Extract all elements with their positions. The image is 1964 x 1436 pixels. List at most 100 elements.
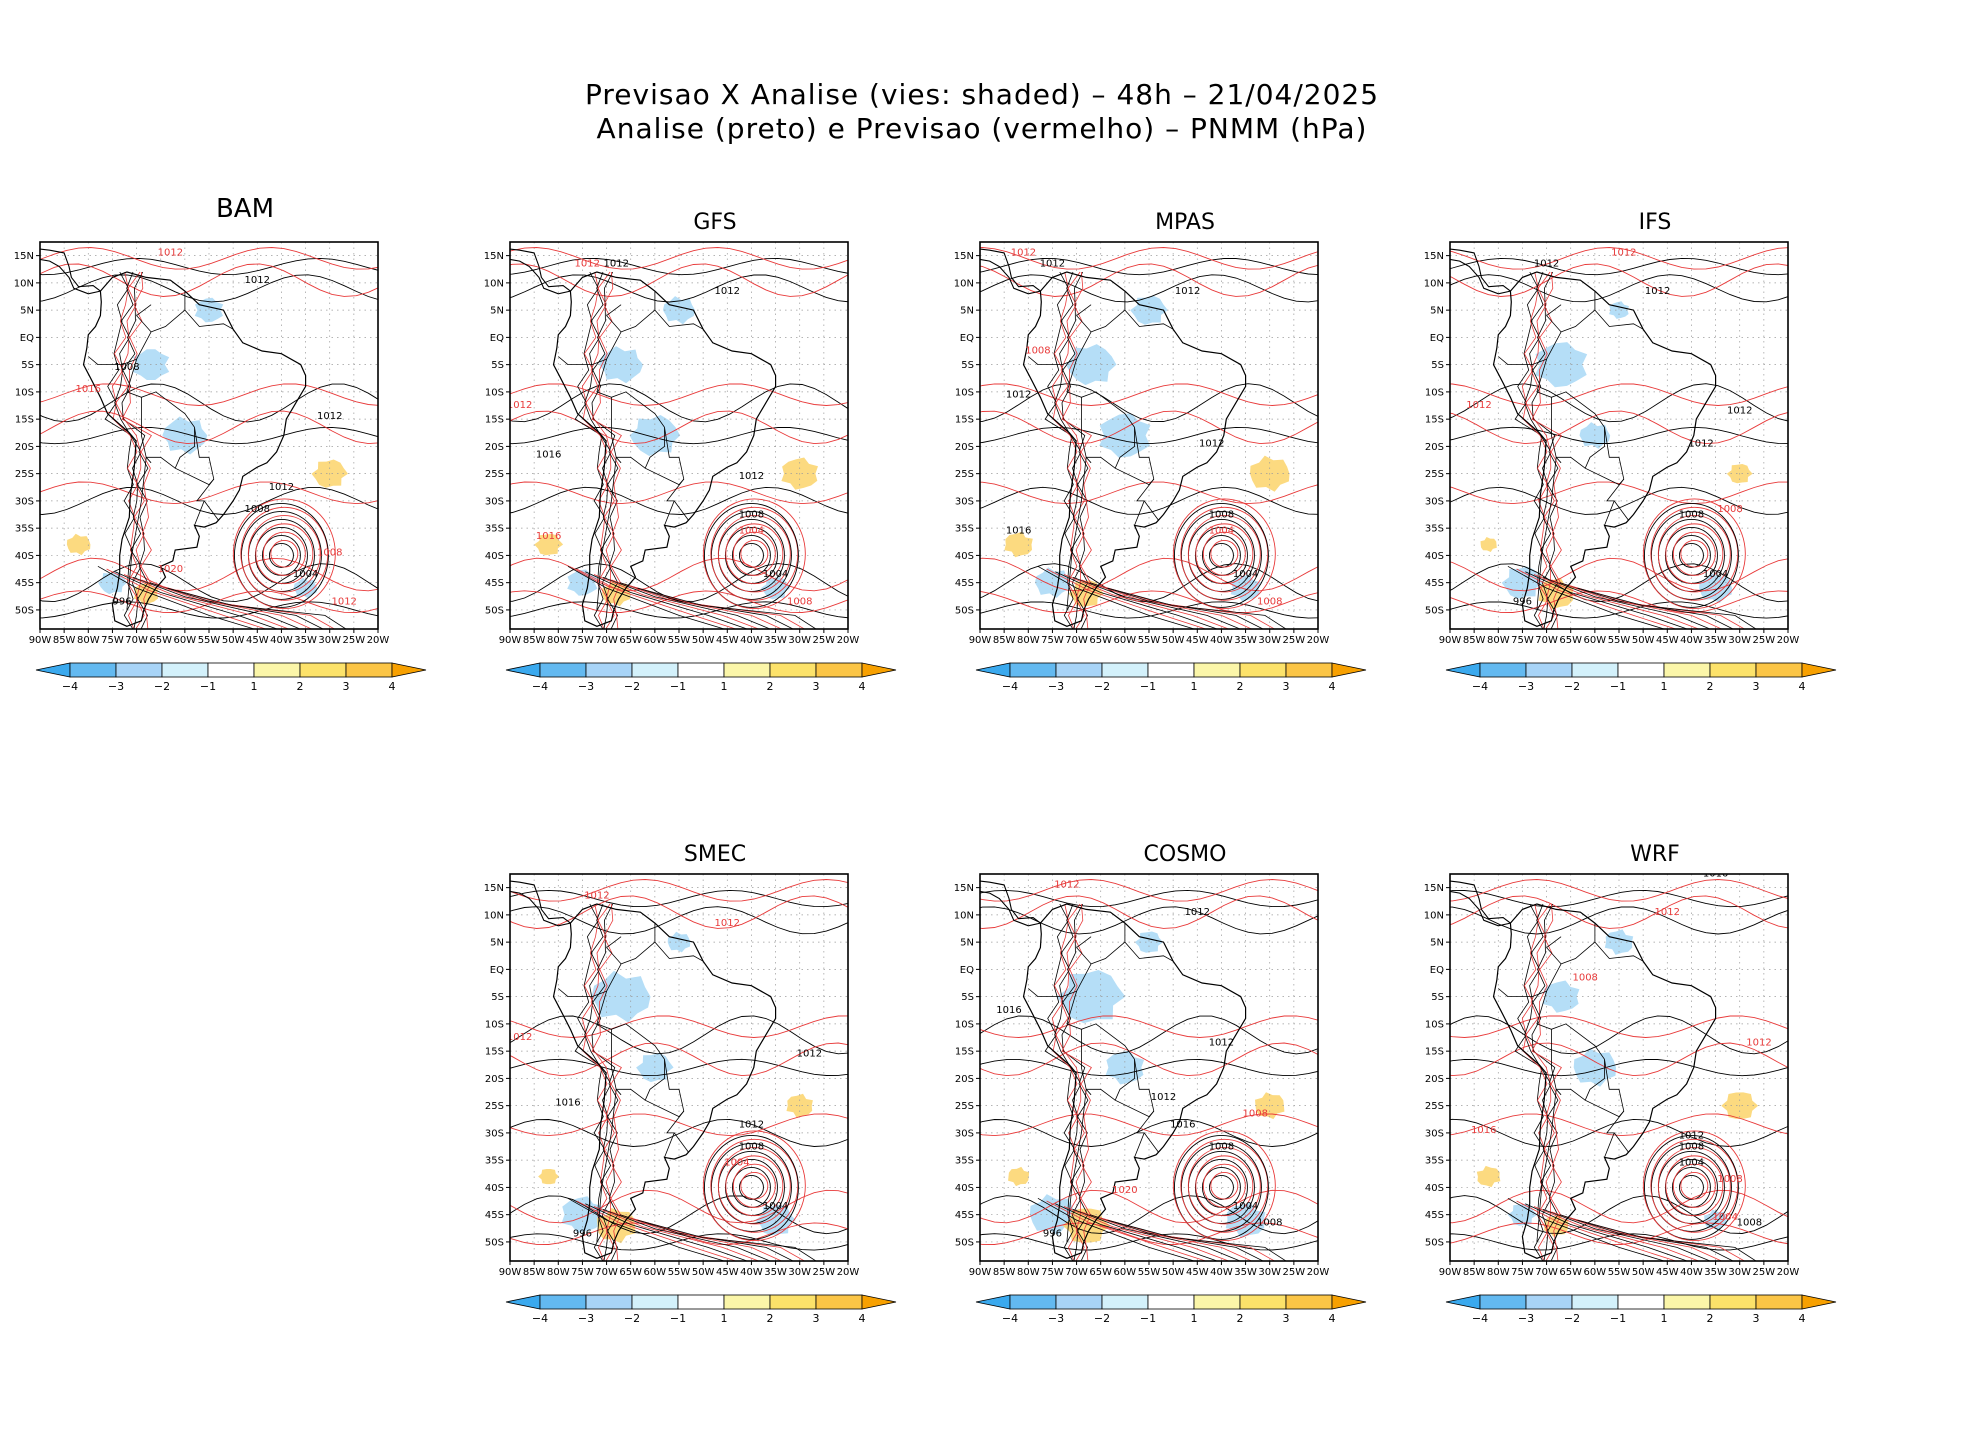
cyclone-isobar-forecast [1187, 515, 1261, 593]
colorbar-label: −1 [670, 680, 686, 693]
contour-label: 1008 [1257, 596, 1282, 607]
contour-label: 1008 [1257, 1218, 1282, 1229]
cyclone-isobar-analysis [1173, 1134, 1269, 1240]
isobar-forecast [1063, 574, 1230, 629]
figure-title: Previsao X Analise (vies: shaded) – 48h … [0, 78, 1964, 146]
lon-tick-label: 50W [692, 1267, 715, 1278]
country-border [1066, 991, 1155, 1118]
colorbar-segment [1101, 1294, 1149, 1310]
lon-tick-label: 50W [1162, 635, 1185, 646]
colorbar-label: 3 [1283, 1312, 1290, 1325]
isobar-analysis [1450, 1195, 1788, 1234]
colorbar-segment [1239, 1294, 1287, 1310]
isobar-forecast [106, 568, 267, 629]
isobar-forecast [510, 590, 848, 613]
cyclone-isobar-forecast [1657, 1147, 1731, 1225]
isobar-analysis [980, 906, 1318, 935]
colorbar-label: 2 [767, 680, 774, 693]
map-content: 1012 1012 1016 1012 1012 1016 1008 1008 1004 1008… [980, 874, 1318, 1261]
isobar-forecast [1450, 410, 1788, 445]
contour-label: 1008 [739, 1141, 764, 1152]
contour-label: 1020 [158, 564, 183, 575]
isobar-analysis [619, 582, 794, 629]
lat-tick-label: 5S [1431, 360, 1444, 371]
colorbar-segment [1239, 662, 1287, 678]
lat-tick-label: 45S [15, 578, 34, 589]
colorbar-label: −2 [1094, 680, 1110, 693]
country-border [1604, 1110, 1625, 1158]
colorbar: −4 −3 −2 −1 1 2 3 4 [505, 1294, 897, 1325]
lat-tick-label: 45S [1425, 1210, 1444, 1221]
cyclone-isobar-forecast [1650, 506, 1739, 601]
lat-tick-label: 5S [491, 360, 504, 371]
colorbar-segment [207, 662, 255, 678]
isobar-forecast [1551, 579, 1723, 629]
lon-tick-label: 85W [993, 1267, 1016, 1278]
isobar-forecast [1450, 1222, 1788, 1245]
lat-tick-label: 5N [1430, 938, 1444, 949]
lat-tick-label: 45S [955, 1210, 974, 1221]
cyclone-isobar-forecast [725, 1155, 784, 1217]
lon-tick-label: 55W [1138, 635, 1161, 646]
colorbar-segment [769, 1294, 817, 1310]
lat-tick-label: 35S [485, 1156, 504, 1167]
colorbar-label: −4 [532, 680, 548, 693]
lat-tick-label: 10S [955, 387, 974, 398]
isobar-forecast [576, 1200, 737, 1261]
colorbar-segment [1571, 662, 1619, 678]
colorbar-segment [1525, 662, 1573, 678]
lat-tick-label: 40S [485, 551, 504, 562]
isobar-analysis [510, 274, 848, 303]
isobar-analysis [1061, 271, 1089, 629]
lat-tick-label: 15S [1425, 415, 1444, 426]
lon-tick-label: 20W [1777, 635, 1800, 646]
country-border [1134, 1110, 1155, 1158]
country-border [1536, 457, 1557, 610]
bias-shading [1476, 1165, 1501, 1188]
colorbar-label: −2 [154, 680, 170, 693]
isobar-analysis [980, 889, 1318, 908]
contour-label: 1020 [1112, 1185, 1137, 1196]
isobar-forecast [510, 247, 848, 270]
country-border [1556, 456, 1586, 469]
isobar-forecast [1525, 903, 1555, 1261]
country-border [596, 457, 617, 610]
lat-tick-label: 10N [484, 278, 504, 289]
isobar-forecast [40, 263, 378, 297]
isobar-forecast [1521, 271, 1549, 629]
contour-label: 1008 [739, 509, 764, 520]
lon-tick-label: 20W [837, 635, 860, 646]
isobar-analysis [510, 1015, 848, 1055]
isobar-forecast [510, 383, 848, 406]
lon-tick-label: 25W [1753, 635, 1776, 646]
contour-label: 1004 [293, 569, 318, 580]
lon-tick-label: 35W [764, 635, 787, 646]
central-america-coastline [980, 248, 1041, 292]
colorbar-label: −4 [1472, 1312, 1488, 1325]
colorbar-segment [1445, 1294, 1481, 1310]
isobar-analysis [97, 565, 256, 629]
isobar-analysis [104, 271, 136, 629]
cyclone-isobar-forecast [1642, 1130, 1746, 1242]
colorbar-label: −4 [1472, 680, 1488, 693]
lon-tick-label: 75W [1511, 635, 1534, 646]
country-border [1550, 397, 1562, 464]
lon-tick-label: 35W [764, 1267, 787, 1278]
isobar-forecast [1051, 903, 1079, 1261]
country-border [1604, 478, 1625, 526]
lat-tick-label: 45S [485, 1210, 504, 1221]
map-panel-mpas: MPAS 1012 1012 1012 1008 1012 1012 1008 1004 100… [950, 190, 1420, 790]
colorbar-segment [585, 662, 633, 678]
isobar-forecast [1531, 903, 1562, 1261]
panel-title-gfs: GFS [693, 210, 737, 235]
isobar-analysis [1055, 1203, 1219, 1261]
isobar-forecast [591, 903, 622, 1261]
lon-tick-label: 40W [1680, 1267, 1703, 1278]
contour-label: 1008 [1209, 509, 1234, 520]
colorbar-segment [299, 662, 347, 678]
title-line-2: Analise (preto) e Previsao (vermelho) – … [596, 112, 1368, 145]
contour-label: 1012 [317, 411, 342, 422]
isobar-analysis [115, 571, 279, 629]
lat-tick-label: 40S [955, 1183, 974, 1194]
isobar-analysis [1450, 486, 1788, 515]
